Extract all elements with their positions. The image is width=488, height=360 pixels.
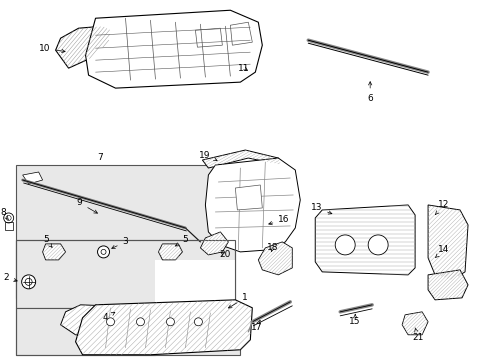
Text: 2: 2 bbox=[3, 273, 17, 282]
Text: 5: 5 bbox=[175, 235, 188, 246]
Polygon shape bbox=[85, 10, 262, 88]
Circle shape bbox=[335, 235, 354, 255]
Polygon shape bbox=[230, 22, 252, 45]
Circle shape bbox=[166, 318, 174, 326]
Polygon shape bbox=[22, 172, 42, 184]
Text: 7: 7 bbox=[98, 153, 103, 162]
Polygon shape bbox=[76, 300, 252, 355]
Text: 3: 3 bbox=[112, 237, 128, 248]
Polygon shape bbox=[56, 26, 110, 68]
Text: 12: 12 bbox=[435, 201, 448, 215]
Circle shape bbox=[4, 213, 14, 223]
Text: 5: 5 bbox=[43, 235, 52, 247]
Polygon shape bbox=[61, 305, 230, 338]
Text: 21: 21 bbox=[411, 328, 423, 342]
Circle shape bbox=[21, 275, 36, 289]
Polygon shape bbox=[315, 205, 414, 275]
Bar bbox=[16, 308, 240, 355]
Text: 18: 18 bbox=[266, 243, 278, 252]
Bar bbox=[16, 240, 235, 308]
Polygon shape bbox=[205, 158, 300, 252]
Text: 13: 13 bbox=[310, 203, 331, 214]
Text: 19: 19 bbox=[199, 150, 217, 161]
Polygon shape bbox=[158, 244, 182, 260]
Text: 14: 14 bbox=[435, 246, 448, 257]
Polygon shape bbox=[202, 150, 282, 168]
Text: 4: 4 bbox=[102, 312, 115, 322]
Polygon shape bbox=[200, 232, 228, 255]
Circle shape bbox=[367, 235, 387, 255]
Bar bbox=[155, 260, 235, 308]
Text: 10: 10 bbox=[39, 44, 65, 53]
Text: 17: 17 bbox=[250, 320, 262, 332]
Text: 20: 20 bbox=[219, 251, 230, 260]
Text: 15: 15 bbox=[349, 314, 360, 326]
Polygon shape bbox=[427, 270, 467, 300]
Circle shape bbox=[106, 318, 114, 326]
Circle shape bbox=[97, 246, 109, 258]
Text: 11: 11 bbox=[238, 64, 249, 73]
Polygon shape bbox=[235, 185, 262, 210]
Text: 16: 16 bbox=[268, 215, 289, 225]
Circle shape bbox=[136, 318, 144, 326]
Text: 6: 6 bbox=[366, 82, 372, 103]
Polygon shape bbox=[427, 205, 467, 280]
Circle shape bbox=[194, 318, 202, 326]
Bar bbox=[16, 165, 215, 298]
Polygon shape bbox=[5, 222, 13, 230]
Polygon shape bbox=[401, 312, 427, 335]
Text: 1: 1 bbox=[228, 293, 247, 308]
Text: 9: 9 bbox=[77, 198, 97, 213]
Text: 8: 8 bbox=[0, 208, 8, 220]
Polygon shape bbox=[195, 28, 222, 47]
Polygon shape bbox=[42, 244, 65, 260]
Polygon shape bbox=[258, 242, 292, 275]
